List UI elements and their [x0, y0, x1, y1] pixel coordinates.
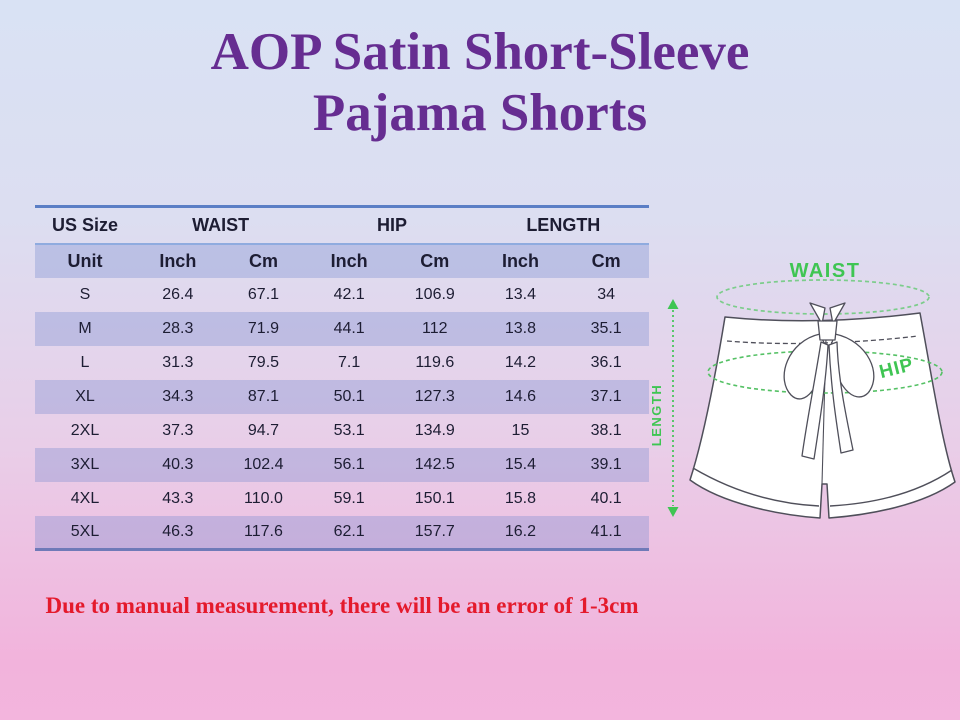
table-unit-row: Unit Inch Cm Inch Cm Inch Cm [35, 243, 649, 278]
value-cell: 53.1 [333, 421, 365, 439]
value-cell: 117.6 [244, 522, 283, 540]
value-cell: 7.1 [338, 353, 361, 371]
size-label: 4XL [70, 489, 100, 507]
size-row-s: S 26.4 67.1 42.1 106.9 13.4 34 [35, 278, 649, 312]
value-cell: 50.1 [333, 387, 365, 405]
hip-group-header: HIP [376, 214, 407, 235]
measurement-disclaimer: Due to manual measurement, there will be… [45, 593, 639, 618]
size-row-xl: XL 34.3 87.1 50.1 127.3 14.6 37.1 [35, 379, 649, 414]
size-row-3xl: 3XL 40.3 102.4 56.1 142.5 15.4 39.1 [35, 447, 649, 482]
value-cell: 13.8 [504, 319, 537, 337]
value-cell: 110.0 [244, 489, 283, 507]
size-row-5xl: 5XL 46.3 117.6 62.1 157.7 16.2 41.1 [35, 515, 649, 550]
shorts-diagram: LENGTH WAIST HIP [649, 260, 956, 519]
value-cell: 15.4 [504, 455, 537, 473]
value-cell: 26.4 [162, 285, 194, 303]
value-cell: 40.3 [162, 455, 194, 473]
value-cell: 15.8 [504, 489, 537, 507]
length-arrow [667, 299, 679, 517]
waist-measure-ellipse [716, 279, 930, 315]
size-label: S [79, 285, 91, 303]
value-cell: 44.1 [333, 319, 365, 337]
value-cell: 42.1 [333, 285, 365, 303]
size-row-m: M 28.3 71.9 44.1 112 13.8 35.1 [35, 311, 649, 346]
value-cell: 106.9 [414, 285, 455, 303]
value-cell: 16.2 [504, 522, 537, 540]
unit-cell: Inch [501, 250, 539, 271]
waist-label: WAIST [790, 260, 861, 282]
size-label: 5XL [70, 522, 100, 540]
shorts-outline [689, 312, 956, 519]
length-group-header: LENGTH [526, 214, 601, 235]
value-cell: 31.3 [162, 353, 194, 371]
value-cell: 34 [597, 285, 616, 303]
length-label: LENGTH [649, 384, 664, 446]
size-label: L [80, 353, 90, 371]
size-label: M [78, 319, 92, 337]
value-cell: 62.1 [333, 522, 365, 540]
size-row-2xl: 2XL 37.3 94.7 53.1 134.9 15 38.1 [35, 414, 649, 448]
size-table: US Size WAIST HIP LENGTH Unit Inch Cm In… [35, 205, 649, 551]
value-cell: 67.1 [247, 285, 280, 303]
value-cell: 37.1 [590, 387, 622, 405]
unit-cell: Inch [330, 250, 368, 271]
value-cell: 71.9 [247, 319, 280, 337]
value-cell: 14.6 [504, 387, 537, 405]
value-cell: 112 [422, 319, 448, 337]
value-cell: 119.6 [415, 353, 455, 371]
value-cell: 43.3 [162, 489, 194, 507]
drawstring-bow [783, 302, 875, 460]
size-row-l: L 31.3 79.5 7.1 119.6 14.2 36.1 [35, 346, 649, 380]
value-cell: 87.1 [247, 387, 280, 405]
value-cell: 36.1 [590, 353, 622, 371]
page-title-line1: AOP Satin Short-Sleeve [210, 23, 750, 81]
page-title-line2: Pajama Shorts [312, 84, 648, 143]
value-cell: 38.1 [590, 421, 622, 439]
value-cell: 79.5 [247, 353, 280, 371]
value-cell: 35.1 [590, 319, 622, 337]
value-cell: 102.4 [243, 455, 284, 473]
value-cell: 15 [511, 421, 530, 439]
value-cell: 37.3 [162, 421, 194, 439]
table-group-header-row: US Size WAIST HIP LENGTH [35, 207, 649, 244]
page-title: AOP Satin Short-Sleeve Pajama Shorts [0, 22, 960, 145]
value-cell: 28.3 [162, 319, 194, 337]
value-cell: 39.1 [590, 455, 622, 473]
unit-cell: Inch [159, 250, 197, 271]
waist-group-header: WAIST [192, 214, 250, 235]
unit-cell: Cm [591, 250, 621, 271]
waistband-dashed-line [726, 335, 919, 345]
size-label: XL [75, 387, 95, 405]
value-cell: 41.1 [590, 522, 622, 540]
size-label: 3XL [70, 455, 100, 473]
value-cell: 56.1 [333, 455, 365, 473]
value-cell: 14.2 [504, 353, 537, 371]
unit-cell: Cm [248, 250, 278, 271]
unit-header: Unit [67, 250, 103, 271]
value-cell: 94.7 [247, 421, 280, 439]
size-label: 2XL [70, 421, 100, 439]
value-cell: 34.3 [162, 387, 194, 405]
unit-cell: Cm [420, 250, 450, 271]
value-cell: 150.1 [414, 489, 455, 507]
value-cell: 142.5 [414, 455, 455, 473]
value-cell: 40.1 [590, 489, 622, 507]
value-cell: 157.7 [414, 522, 455, 540]
value-cell: 13.4 [504, 285, 537, 303]
value-cell: 46.3 [162, 522, 194, 540]
size-row-4xl: 4XL 43.3 110.0 59.1 150.1 15.8 40.1 [35, 482, 649, 516]
value-cell: 127.3 [414, 387, 455, 405]
us-size-header: US Size [51, 214, 119, 235]
value-cell: 59.1 [333, 489, 365, 507]
value-cell: 134.9 [414, 421, 455, 439]
